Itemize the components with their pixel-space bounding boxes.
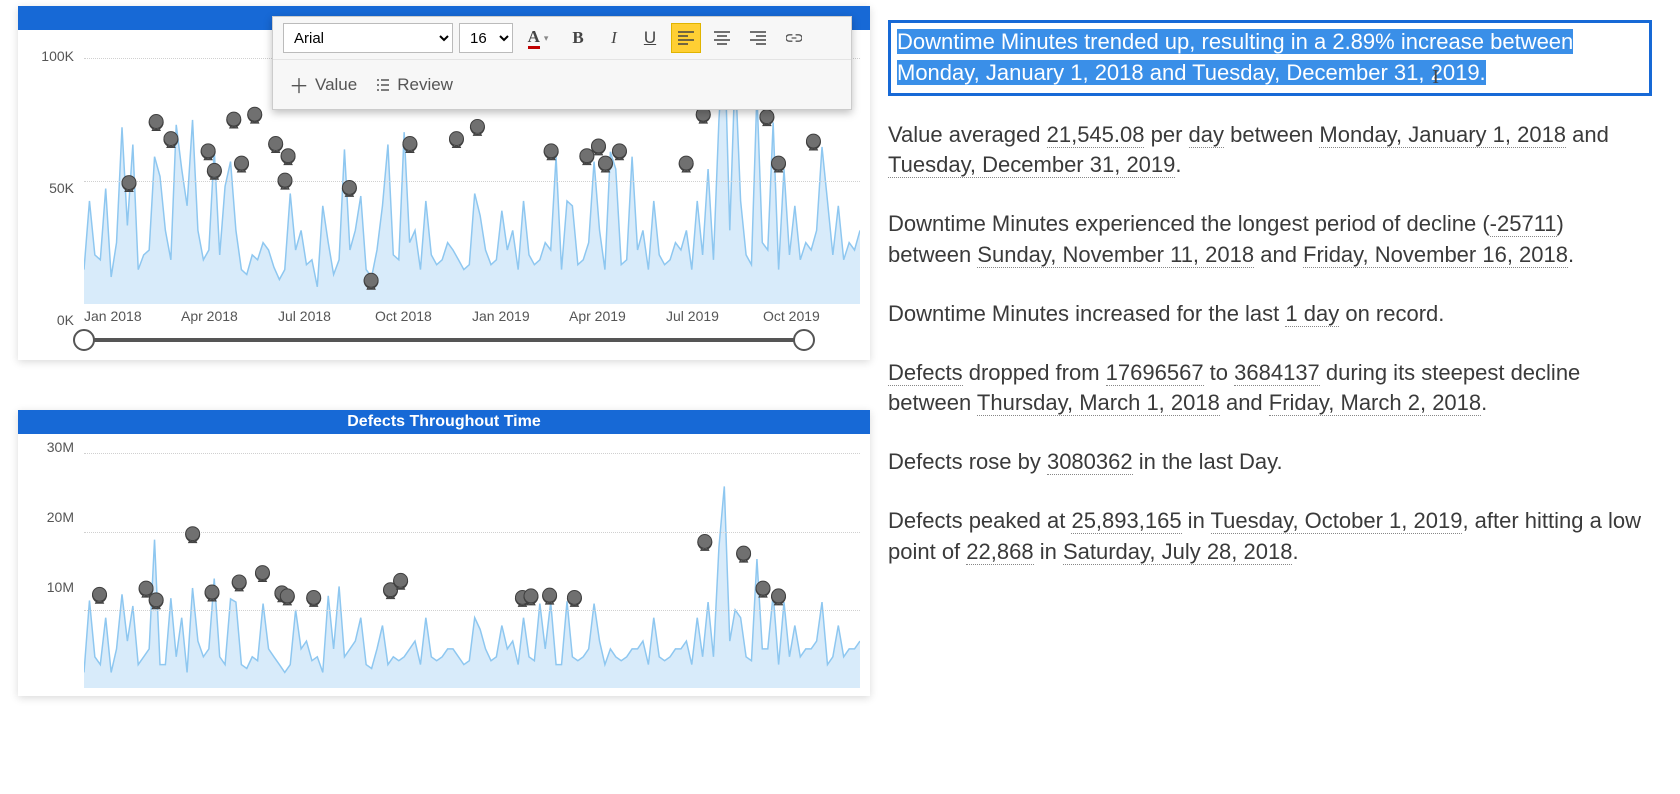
insight-summary-highlighted[interactable]: Downtime Minutes trended up, resulting i… [888,20,1652,96]
bold-button[interactable]: B [563,23,593,53]
insights-panel: Downtime Minutes trended up, resulting i… [880,0,1680,794]
insight-defects-peak: Defects peaked at 25,893,165 in Tuesday,… [888,506,1652,568]
insight-defects-drop: Defects dropped from 17696567 to 3684137… [888,358,1652,420]
text-cursor-icon: I [1432,63,1439,91]
slider-handle-end[interactable] [793,329,815,351]
insight-increase: Downtime Minutes increased for the last … [888,299,1652,330]
align-center-button[interactable] [707,23,737,53]
chart2-y-axis: 30M 20M 10M [24,434,74,656]
review-button[interactable]: Review [369,71,459,99]
text-format-toolbar: Arial 16 A▾ B I U [272,16,852,110]
font-family-select[interactable]: Arial [283,23,453,53]
font-color-button[interactable]: A▾ [519,23,557,53]
chart2-plot-area [84,438,860,688]
slider-handle-start[interactable] [73,329,95,351]
defects-chart-card[interactable]: Defects Throughout Time 30M 20M 10M [18,410,870,696]
italic-button[interactable]: I [599,23,629,53]
align-right-button[interactable] [743,23,773,53]
insight-average: Value averaged 21,545.08 per day between… [888,120,1652,182]
underline-button[interactable]: U [635,23,665,53]
insert-link-button[interactable] [779,23,809,53]
plus-icon: ＋ [289,70,309,99]
font-size-select[interactable]: 16 [459,23,513,53]
insight-defects-rose: Defects rose by 3080362 in the last Day. [888,447,1652,478]
chart2-title-bar: Defects Throughout Time [18,410,870,434]
align-left-button[interactable] [671,23,701,53]
chart1-y-axis: 100K 50K 0K [24,30,74,320]
list-icon [375,77,391,93]
chart1-x-axis: Jan 2018Apr 2018Jul 2018Oct 2018Jan 2019… [84,304,860,324]
visuals-panel: Arial 16 A▾ B I U [0,0,880,794]
insight-decline: Downtime Minutes experienced the longest… [888,209,1652,271]
add-value-button[interactable]: ＋ Value [283,66,363,103]
time-range-slider[interactable] [84,338,804,342]
